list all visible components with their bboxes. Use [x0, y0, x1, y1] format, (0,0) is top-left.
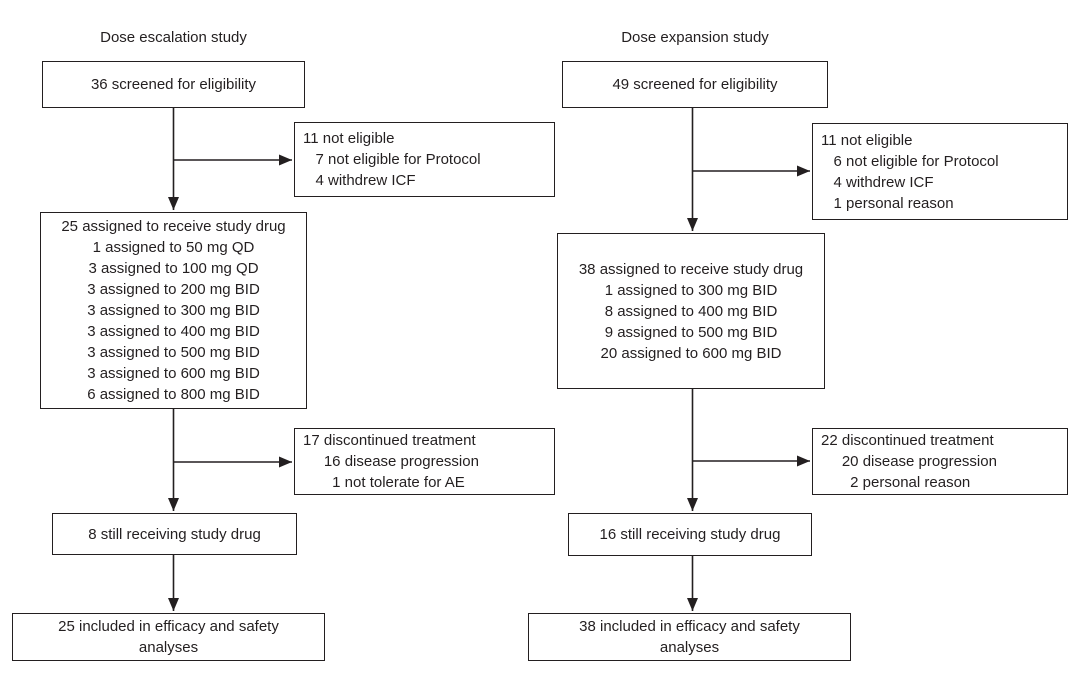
escalation-still-receiving-box: 8 still receiving study drug — [52, 513, 297, 555]
expansion-screened-box: 49 screened for eligibility — [562, 61, 828, 108]
escalation-assigned-box: 25 assigned to receive study drug 1 assi… — [40, 212, 307, 409]
escalation-column-title: Dose escalation study — [100, 29, 247, 46]
escalation-discontinued-box: 17 discontinued treatment 16 disease pro… — [294, 428, 555, 495]
escalation-screened-box: 36 screened for eligibility — [42, 61, 305, 108]
expansion-discontinued-box: 22 discontinued treatment 20 disease pro… — [812, 428, 1068, 495]
expansion-still-receiving-box: 16 still receiving study drug — [568, 513, 812, 556]
expansion-assigned-box: 38 assigned to receive study drug 1 assi… — [557, 233, 825, 389]
expansion-not-eligible-box: 11 not eligible 6 not eligible for Proto… — [812, 123, 1068, 220]
expansion-column-title: Dose expansion study — [621, 29, 769, 46]
expansion-included-box: 38 included in efficacy and safety analy… — [528, 613, 851, 661]
escalation-included-box: 25 included in efficacy and safety analy… — [12, 613, 325, 661]
escalation-not-eligible-box: 11 not eligible 7 not eligible for Proto… — [294, 122, 555, 197]
